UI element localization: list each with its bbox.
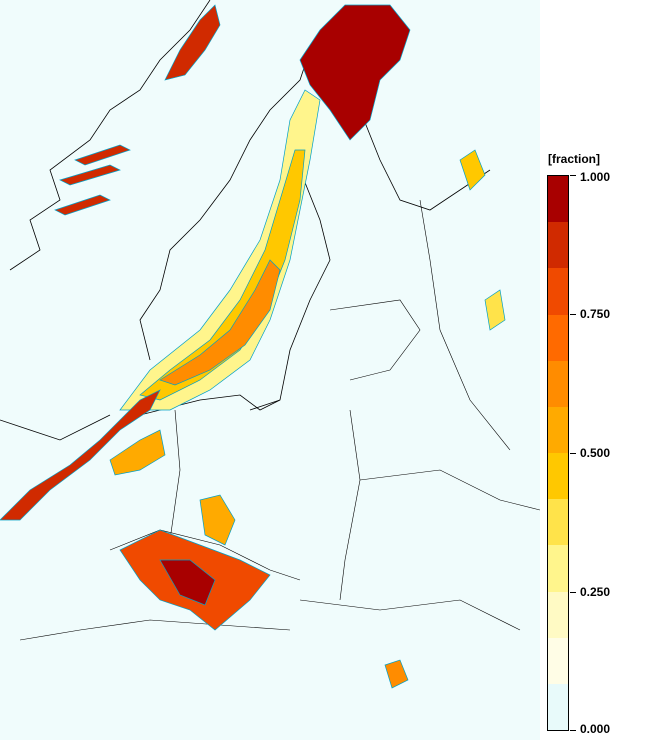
border-baltic-states	[329, 299, 421, 381]
legend-title: [fraction]	[548, 152, 600, 166]
balkan-cell	[384, 659, 409, 689]
border-russia	[419, 199, 511, 451]
norway-storm	[164, 4, 221, 81]
tick-0250	[570, 592, 576, 593]
colorbar-segment	[548, 637, 568, 684]
colorbar-segment	[548, 176, 568, 223]
colorbar-segment	[548, 453, 568, 500]
tick-0750	[570, 314, 576, 315]
colorbar-segment	[548, 591, 568, 638]
border-balkans	[299, 599, 521, 631]
north-sea-coast	[0, 414, 111, 441]
border-germany-poland	[169, 409, 181, 541]
borders	[19, 199, 540, 641]
tick-label-0250: 0.250	[580, 585, 611, 599]
west-band-light	[109, 429, 166, 476]
west-band-dark	[0, 389, 161, 521]
sweden-coast	[139, 49, 311, 361]
colorbar-segment	[548, 406, 568, 454]
colorbar-segment	[548, 499, 568, 546]
border-czech	[109, 529, 301, 581]
map-panel	[0, 0, 540, 740]
scandinavia-north-storm	[299, 4, 411, 141]
finland-east-cell	[459, 149, 486, 191]
tick-label-0500: 0.500	[580, 446, 611, 460]
norway-coast	[9, 0, 211, 271]
tick-label-1: 1.000	[580, 170, 611, 184]
colorbar-segment	[548, 360, 568, 407]
south-baltic-coast	[119, 394, 281, 421]
band-main-core	[159, 259, 281, 386]
coastlines	[0, 0, 491, 441]
poland-south-cells	[199, 494, 236, 546]
tick-label-0000: 0.000	[580, 722, 611, 736]
border-belarus	[359, 469, 540, 511]
czech-cluster-core	[159, 559, 216, 606]
colorbar-segment	[548, 268, 568, 315]
colorbar	[547, 175, 569, 731]
fraction-field	[0, 4, 506, 689]
tick-0500	[570, 453, 576, 454]
tick-label-0750: 0.750	[580, 307, 611, 321]
legend: [fraction] 1.000 0.750 0.500 0.250 0.000	[540, 0, 669, 740]
estonia-cell	[484, 289, 506, 331]
tick-1	[570, 175, 576, 176]
colorbar-segment	[548, 545, 568, 592]
tick-0000	[570, 730, 576, 731]
colorbar-segment	[548, 314, 568, 361]
map-canvas	[0, 0, 540, 689]
border-poland-east	[339, 409, 361, 601]
norway-south-streaks	[54, 144, 131, 216]
colorbar-segment	[548, 222, 568, 269]
border-alps	[19, 619, 291, 641]
colorbar-segment	[548, 683, 568, 731]
